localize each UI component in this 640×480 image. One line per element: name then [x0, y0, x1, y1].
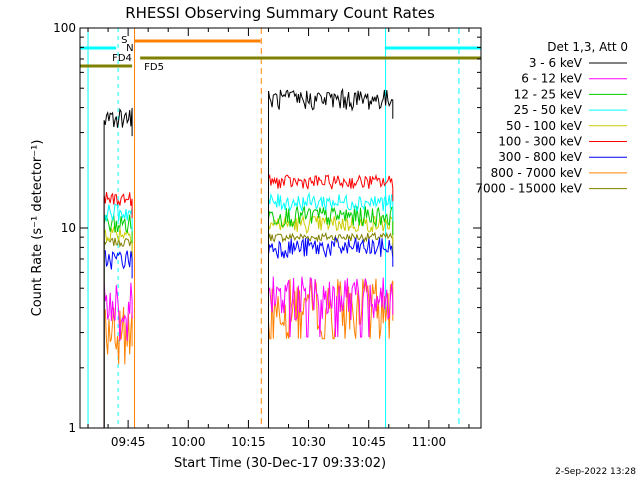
- legend-label-5: 100 - 300 keV: [498, 135, 582, 149]
- series-line-0-interval-0: [103, 107, 133, 428]
- flag-label-n: N: [126, 43, 133, 54]
- legend-label-8: 7000 - 15000 keV: [475, 182, 582, 196]
- series-line-0-interval-1: [268, 87, 394, 428]
- x-tick-label-2: 10:15: [231, 435, 266, 449]
- flag-label-s: S: [121, 35, 127, 46]
- footer-date: 2-Sep-2022 13:28: [555, 467, 636, 477]
- series-line-6-interval-0: [103, 249, 133, 428]
- chart-title: RHESSI Observing Summary Count Rates: [125, 4, 435, 22]
- legend-label-6: 300 - 800 keV: [498, 150, 582, 164]
- x-tick-label-1: 10:00: [171, 435, 206, 449]
- x-tick-label-4: 10:45: [351, 435, 386, 449]
- series-line-2-interval-1: [268, 206, 394, 428]
- legend-label-0: 3 - 6 keV: [529, 56, 583, 70]
- flag-label-fd5: FD5: [144, 62, 164, 73]
- series-line-5-interval-0: [103, 192, 133, 428]
- series-line-3-interval-1: [268, 191, 394, 428]
- series-line-1-interval-0: [103, 281, 133, 428]
- x-tick-label-5: 11:00: [412, 435, 447, 449]
- series-line-3-interval-0: [103, 203, 133, 428]
- series-line-2-interval-0: [103, 214, 133, 428]
- series-line-6-interval-1: [268, 236, 394, 428]
- x-axis-label: Start Time (30-Dec-17 09:33:02): [174, 456, 386, 471]
- y-tick-label-2: 100: [53, 21, 76, 35]
- legend-label-1: 6 - 12 keV: [521, 72, 583, 86]
- series-line-1-interval-1: [268, 276, 394, 428]
- legend-label-2: 12 - 25 keV: [514, 87, 583, 101]
- legend-label-7: 800 - 7000 keV: [491, 166, 583, 180]
- series-line-8-interval-1: [268, 231, 394, 428]
- x-axis: 09:45 10:00 10:15 10:30 10:45 11:00: [87, 28, 470, 449]
- y-axis: 1 10 100: [53, 21, 481, 435]
- y-tick-label-1: 10: [61, 221, 76, 235]
- y-axis-label: Count Rate (s⁻¹ detector⁻¹): [30, 140, 45, 317]
- x-tick-label-3: 10:30: [291, 435, 326, 449]
- series-line-4-interval-0: [103, 226, 133, 428]
- legend-label-4: 50 - 100 keV: [506, 119, 583, 133]
- series-line-5-interval-1: [268, 173, 394, 428]
- legend-header: Det 1,3, Att 0: [547, 40, 628, 54]
- legend-label-3: 25 - 50 keV: [514, 103, 583, 117]
- flag-label-fd4: FD4: [112, 53, 132, 64]
- x-tick-label-0: 09:45: [111, 435, 146, 449]
- y-tick-label-0: 1: [68, 421, 76, 435]
